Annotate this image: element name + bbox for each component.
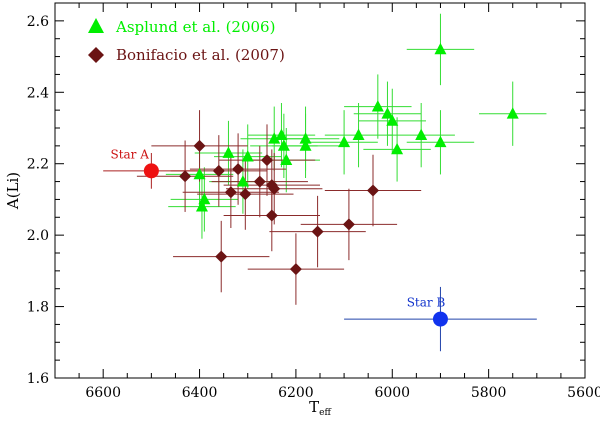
asplund-triangle-point	[299, 132, 312, 144]
asplund-triangle-point	[506, 107, 519, 119]
x-axis-label-sub: eff	[319, 408, 331, 418]
legend: Asplund et al. (2006) Bonifacio et al. (2…	[88, 18, 285, 64]
bonifacio-diamond-point	[239, 188, 252, 201]
asplund-triangle-point	[241, 150, 254, 162]
legend-label-bonifacio: Bonifacio et al. (2007)	[116, 46, 285, 64]
axis-ticks	[54, 2, 586, 379]
star-b-label: Star B	[407, 296, 446, 310]
asplund-triangle-point	[371, 100, 384, 112]
bonifacio-diamond-point	[261, 154, 273, 167]
bonifacio-diamond-point	[311, 225, 324, 238]
annotations: Star A Star B	[110, 147, 445, 309]
legend-diamond-icon	[88, 47, 104, 63]
bonifacio-diamond-point	[253, 175, 266, 188]
bonifacio-diamond-point	[212, 164, 225, 177]
bonifacio-diamond-point	[215, 250, 228, 263]
y-tick-label: 2.6	[27, 14, 49, 30]
asplund-triangle-point	[222, 146, 235, 158]
bonifacio-diamond-point	[342, 218, 355, 231]
y-tick-label: 2.2	[27, 157, 49, 173]
asplund-triangle-point	[338, 135, 351, 148]
asplund-triangle-point	[415, 128, 428, 141]
star-a-label: Star A	[110, 147, 149, 161]
bonifacio-diamond-point	[224, 186, 237, 199]
data-markers	[143, 42, 519, 327]
asplund-triangle-point	[299, 139, 312, 151]
asplund-triangle-point	[275, 128, 288, 141]
asplund-triangle-point	[193, 167, 206, 180]
tick-labels: 6600 6400 6200 6000 5800 5600 1.6 1.8 2.0 2.2 2.4 2…	[27, 14, 600, 401]
x-tick-label: 6600	[85, 385, 121, 401]
asplund-triangle-point	[352, 128, 365, 141]
asplund-triangle-point	[236, 175, 249, 187]
x-axis-label: Teff	[309, 398, 331, 418]
asplund-triangle-point	[268, 132, 281, 144]
asplund-triangle-point	[434, 42, 447, 55]
asplund-triangle-point	[381, 107, 394, 119]
legend-triangle-icon	[88, 18, 104, 33]
bonifacio-diamond-point	[179, 170, 192, 183]
asplund-triangle-point	[280, 153, 293, 166]
bonifacio-diamond-point	[193, 139, 206, 152]
x-tick-label: 6000	[374, 385, 410, 401]
asplund-triangle-point	[386, 114, 399, 126]
y-axis-label: A(Li)	[4, 172, 22, 210]
x-tick-label: 6400	[182, 385, 218, 401]
bonifacio-diamond-point	[367, 184, 379, 197]
asplund-triangle-point	[198, 192, 211, 205]
bonifacio-diamond-point	[265, 209, 278, 222]
error-bars	[103, 13, 547, 352]
star-b-point	[432, 311, 448, 327]
asplund-triangle-point	[195, 200, 208, 212]
y-tick-label: 1.6	[27, 371, 49, 387]
x-tick-label: 5600	[567, 385, 600, 401]
legend-label-asplund: Asplund et al. (2006)	[115, 18, 275, 36]
asplund-triangle-point	[391, 142, 404, 155]
asplund-triangle-point	[434, 135, 447, 148]
y-tick-label: 2.0	[27, 228, 49, 244]
star-a-point	[143, 163, 159, 179]
x-axis-label-main: T	[309, 398, 319, 416]
bonifacio-diamond-point	[289, 263, 302, 276]
y-tick-label: 2.4	[27, 85, 49, 101]
asplund-triangle-point	[277, 139, 290, 151]
x-tick-label: 6200	[278, 385, 314, 401]
y-tick-label: 1.8	[27, 300, 49, 316]
x-tick-label: 5800	[471, 385, 507, 401]
bonifacio-diamond-point	[232, 163, 245, 176]
bonifacio-diamond-point	[268, 182, 281, 195]
